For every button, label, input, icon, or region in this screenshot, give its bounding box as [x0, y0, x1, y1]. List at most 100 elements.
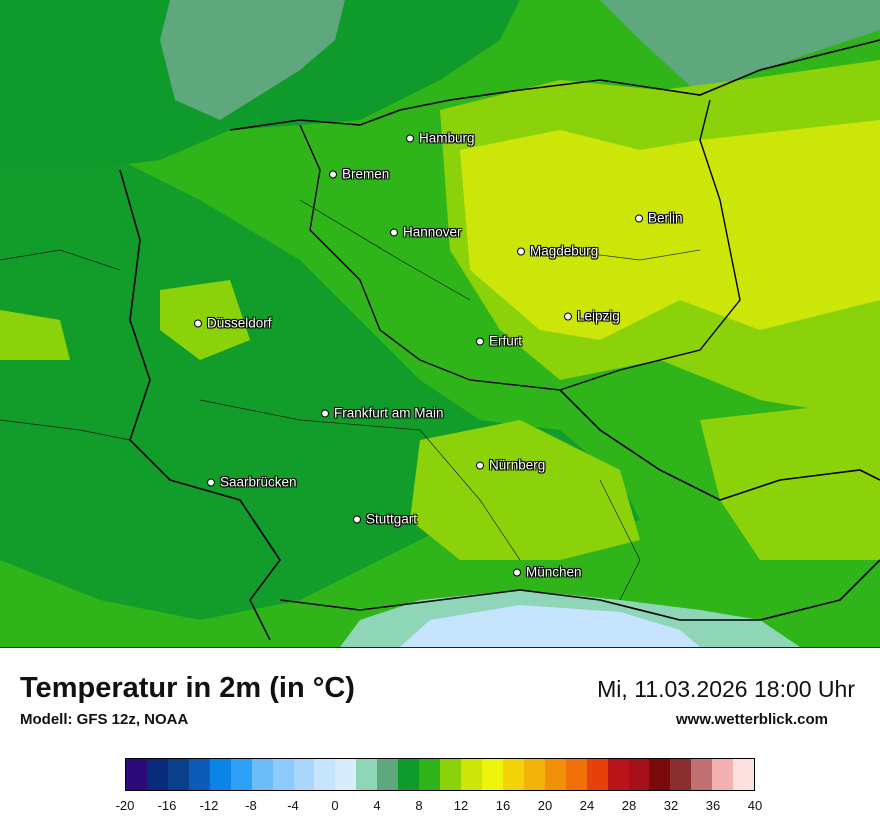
colorbar-ticks: -20 -16 -12 -8 -4 0 4 8 12 16 20 24 28 32 36 40	[116, 798, 763, 818]
city-marker-hamburg: Hamburg	[406, 131, 475, 146]
colorbar-tick-label: 28	[621, 798, 637, 813]
colorbar-segment	[502, 759, 524, 790]
west-border	[119, 169, 281, 641]
city-dot	[513, 568, 521, 576]
colorbar-segment	[209, 759, 231, 790]
map-footer: Temperatur in 2m (in °C) Modell: GFS 12z…	[0, 647, 880, 831]
city-marker-nuernberg: Nürnberg	[476, 458, 545, 473]
colorbar-segment	[188, 759, 210, 790]
city-marker-muenchen: München	[513, 565, 582, 580]
city-marker-saarbruecken: Saarbrücken	[207, 475, 297, 490]
coastline	[229, 39, 880, 131]
colorbar-tick-label: 0	[331, 798, 339, 813]
colorbar-segment	[356, 759, 378, 790]
city-dot	[353, 515, 361, 523]
east-warmest-area	[460, 120, 880, 340]
colorbar-segment	[565, 759, 587, 790]
city-label: Berlin	[648, 210, 683, 226]
colorbar-segment	[146, 759, 168, 790]
city-marker-stuttgart: Stuttgart	[353, 512, 417, 527]
colorbar-tick-label: 40	[747, 798, 763, 813]
city-label: Hannover	[403, 224, 462, 240]
colorbar-tick-label: 12	[453, 798, 469, 813]
colorbar-segment	[628, 759, 650, 790]
website-label: www.wetterblick.com	[676, 711, 828, 728]
city-dot	[406, 134, 414, 142]
colorbar-tick-label: 36	[705, 798, 721, 813]
state-borders	[0, 199, 701, 601]
colorbar-tick-label: 20	[537, 798, 553, 813]
southeast-warm-area	[700, 400, 880, 560]
city-dot	[564, 312, 572, 320]
colorbar-tick-label: -8	[245, 798, 257, 813]
city-label: Düsseldorf	[207, 315, 272, 331]
city-dot	[194, 319, 202, 327]
map-layers	[0, 0, 880, 647]
far-west-warm-patch	[0, 310, 70, 360]
city-label: Frankfurt am Main	[334, 405, 444, 421]
city-dot	[635, 214, 643, 222]
south-border	[279, 559, 880, 621]
colorbar-tick-label: -16	[157, 798, 177, 813]
city-dot	[390, 228, 398, 236]
city-marker-bremen: Bremen	[329, 167, 389, 182]
model-label: Modell: GFS 12z, NOAA	[20, 711, 189, 728]
colorbar-segment	[544, 759, 566, 790]
city-label: München	[526, 564, 582, 580]
colorbar-segment	[523, 759, 545, 790]
colorbar-tick-label: 32	[663, 798, 679, 813]
city-label: Magdeburg	[530, 243, 599, 259]
south-warm-area	[410, 420, 640, 560]
city-marker-duesseldorf: Düsseldorf	[194, 316, 272, 331]
colorbar-segment	[670, 759, 692, 790]
city-label: Stuttgart	[366, 511, 418, 527]
city-label: Leipzig	[577, 308, 620, 324]
colorbar-segment	[586, 759, 608, 790]
colorbar-segment	[251, 759, 273, 790]
colorbar-tick-label: -20	[115, 798, 135, 813]
colorbar-tick-label: -4	[287, 798, 299, 813]
colorbar-segment	[314, 759, 336, 790]
east-border	[559, 389, 880, 501]
city-label: Erfurt	[489, 333, 523, 349]
colorbar-tick-label: 4	[373, 798, 381, 813]
city-marker-erfurt: Erfurt	[476, 334, 522, 349]
temperature-map: Hamburg Bremen Hannover Berlin Magdeburg…	[0, 0, 880, 647]
colorbar-segment	[649, 759, 671, 790]
city-marker-leipzig: Leipzig	[564, 309, 620, 324]
colorbar-segment	[293, 759, 315, 790]
colorbar-tick-label: 24	[579, 798, 595, 813]
colorbar-tick-label: 8	[415, 798, 423, 813]
city-marker-berlin: Berlin	[635, 211, 683, 226]
city-dot	[207, 478, 215, 486]
map-title: Temperatur in 2m (in °C)	[20, 672, 355, 704]
city-dot	[476, 461, 484, 469]
colorbar-tick-label: -12	[199, 798, 219, 813]
colorbar-segment	[461, 759, 482, 790]
colorbar-segment	[607, 759, 629, 790]
colorbar-segment	[481, 759, 503, 790]
city-label: Saarbrücken	[220, 474, 297, 490]
west-warm-patch	[160, 280, 250, 360]
colorbar-segment	[440, 759, 461, 790]
colorbar-segment	[126, 759, 147, 790]
colorbar-segment	[167, 759, 189, 790]
colorbar-segment	[398, 759, 420, 790]
colorbar-segment	[377, 759, 399, 790]
colorbar-segment	[419, 759, 441, 790]
colorbar-segment	[733, 759, 755, 790]
forecast-datetime: Mi, 11.03.2026 18:00 Uhr	[597, 676, 855, 702]
city-dot	[329, 170, 337, 178]
colorbar-segment	[691, 759, 713, 790]
city-dot	[321, 409, 329, 417]
city-marker-frankfurt: Frankfurt am Main	[321, 406, 444, 421]
colorbar-tick-label: 16	[495, 798, 511, 813]
colorbar-segment	[272, 759, 294, 790]
city-label: Hamburg	[419, 130, 475, 146]
baltic-area	[600, 0, 880, 95]
city-label: Nürnberg	[489, 457, 546, 473]
alps-cold-area	[400, 605, 700, 647]
city-label: Bremen	[342, 166, 390, 182]
colorbar-segment	[230, 759, 252, 790]
region-border	[299, 99, 741, 391]
